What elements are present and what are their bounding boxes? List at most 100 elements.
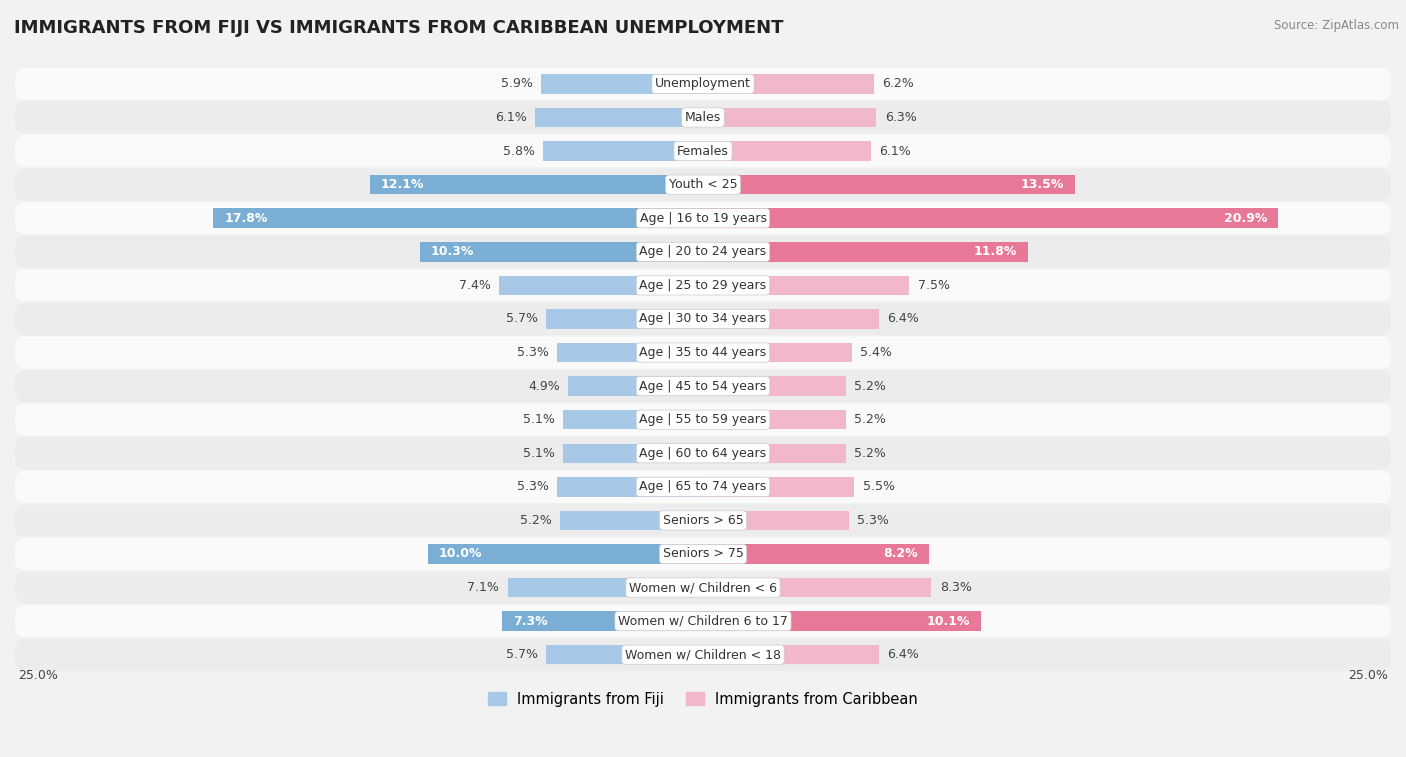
Text: Males: Males — [685, 111, 721, 124]
Text: 8.3%: 8.3% — [939, 581, 972, 594]
Text: 25.0%: 25.0% — [1348, 669, 1388, 682]
Bar — [703, 242, 1028, 261]
Text: Age | 65 to 74 years: Age | 65 to 74 years — [640, 481, 766, 494]
Bar — [499, 276, 703, 295]
FancyBboxPatch shape — [15, 169, 1391, 201]
Text: 5.1%: 5.1% — [523, 447, 554, 459]
Text: 5.3%: 5.3% — [517, 481, 548, 494]
Text: Age | 16 to 19 years: Age | 16 to 19 years — [640, 212, 766, 225]
Text: 12.1%: 12.1% — [381, 178, 425, 192]
FancyBboxPatch shape — [15, 303, 1391, 335]
Text: 10.1%: 10.1% — [927, 615, 970, 628]
Text: 5.2%: 5.2% — [855, 447, 886, 459]
Text: Age | 35 to 44 years: Age | 35 to 44 years — [640, 346, 766, 359]
Text: 20.9%: 20.9% — [1223, 212, 1267, 225]
Bar — [703, 410, 846, 429]
Bar — [703, 142, 870, 160]
FancyBboxPatch shape — [15, 370, 1391, 402]
Text: 5.2%: 5.2% — [855, 379, 886, 393]
Text: Age | 55 to 59 years: Age | 55 to 59 years — [640, 413, 766, 426]
Text: 5.8%: 5.8% — [503, 145, 536, 157]
FancyBboxPatch shape — [15, 235, 1391, 268]
Bar — [508, 578, 703, 597]
Text: 5.1%: 5.1% — [523, 413, 554, 426]
Bar — [703, 444, 846, 463]
Bar — [427, 544, 703, 564]
Bar — [703, 343, 852, 363]
Text: 4.9%: 4.9% — [529, 379, 560, 393]
Bar — [703, 477, 855, 497]
Text: 8.2%: 8.2% — [883, 547, 918, 560]
Text: 7.4%: 7.4% — [460, 279, 491, 292]
Text: 5.4%: 5.4% — [860, 346, 891, 359]
Text: 6.4%: 6.4% — [887, 313, 920, 326]
Legend: Immigrants from Fiji, Immigrants from Caribbean: Immigrants from Fiji, Immigrants from Ca… — [481, 684, 925, 714]
Bar — [557, 477, 703, 497]
Text: Age | 45 to 54 years: Age | 45 to 54 years — [640, 379, 766, 393]
Text: Women w/ Children 6 to 17: Women w/ Children 6 to 17 — [619, 615, 787, 628]
Text: Seniors > 65: Seniors > 65 — [662, 514, 744, 527]
FancyBboxPatch shape — [15, 437, 1391, 469]
Bar — [703, 276, 910, 295]
Text: 11.8%: 11.8% — [973, 245, 1017, 258]
Bar — [703, 74, 873, 94]
Bar — [703, 175, 1074, 195]
Text: 10.0%: 10.0% — [439, 547, 482, 560]
Bar — [541, 74, 703, 94]
Bar — [546, 645, 703, 665]
Bar — [214, 208, 703, 228]
Text: IMMIGRANTS FROM FIJI VS IMMIGRANTS FROM CARIBBEAN UNEMPLOYMENT: IMMIGRANTS FROM FIJI VS IMMIGRANTS FROM … — [14, 19, 783, 37]
FancyBboxPatch shape — [15, 101, 1391, 134]
Bar — [703, 544, 929, 564]
Text: 5.2%: 5.2% — [855, 413, 886, 426]
FancyBboxPatch shape — [15, 336, 1391, 369]
FancyBboxPatch shape — [15, 504, 1391, 537]
Text: 6.1%: 6.1% — [495, 111, 527, 124]
Text: Age | 60 to 64 years: Age | 60 to 64 years — [640, 447, 766, 459]
Text: 6.1%: 6.1% — [879, 145, 911, 157]
Text: 5.3%: 5.3% — [858, 514, 889, 527]
Text: 6.2%: 6.2% — [882, 77, 914, 90]
Bar — [502, 612, 703, 631]
Text: 7.3%: 7.3% — [513, 615, 548, 628]
FancyBboxPatch shape — [15, 538, 1391, 570]
FancyBboxPatch shape — [15, 471, 1391, 503]
Text: 6.3%: 6.3% — [884, 111, 917, 124]
Text: 7.5%: 7.5% — [918, 279, 949, 292]
Text: 5.5%: 5.5% — [863, 481, 894, 494]
Bar — [703, 376, 846, 396]
Bar — [703, 578, 931, 597]
Text: 17.8%: 17.8% — [224, 212, 267, 225]
FancyBboxPatch shape — [15, 605, 1391, 637]
Text: 5.7%: 5.7% — [506, 313, 538, 326]
Bar — [536, 107, 703, 127]
Text: Source: ZipAtlas.com: Source: ZipAtlas.com — [1274, 19, 1399, 32]
Bar — [703, 612, 981, 631]
Bar — [703, 208, 1278, 228]
Bar — [562, 444, 703, 463]
Bar — [703, 107, 876, 127]
Text: Females: Females — [678, 145, 728, 157]
Text: Age | 30 to 34 years: Age | 30 to 34 years — [640, 313, 766, 326]
Text: Age | 20 to 24 years: Age | 20 to 24 years — [640, 245, 766, 258]
Text: 7.1%: 7.1% — [467, 581, 499, 594]
FancyBboxPatch shape — [15, 403, 1391, 436]
Text: 5.3%: 5.3% — [517, 346, 548, 359]
Text: Women w/ Children < 18: Women w/ Children < 18 — [626, 648, 780, 661]
Text: 5.2%: 5.2% — [520, 514, 551, 527]
Bar — [562, 410, 703, 429]
Bar — [370, 175, 703, 195]
Text: 5.9%: 5.9% — [501, 77, 533, 90]
Bar — [560, 511, 703, 530]
Bar — [557, 343, 703, 363]
FancyBboxPatch shape — [15, 639, 1391, 671]
Bar — [546, 309, 703, 329]
Text: 13.5%: 13.5% — [1021, 178, 1063, 192]
FancyBboxPatch shape — [15, 269, 1391, 301]
Bar — [419, 242, 703, 261]
FancyBboxPatch shape — [15, 135, 1391, 167]
Text: Women w/ Children < 6: Women w/ Children < 6 — [628, 581, 778, 594]
Text: 10.3%: 10.3% — [430, 245, 474, 258]
Text: Unemployment: Unemployment — [655, 77, 751, 90]
Text: Youth < 25: Youth < 25 — [669, 178, 737, 192]
